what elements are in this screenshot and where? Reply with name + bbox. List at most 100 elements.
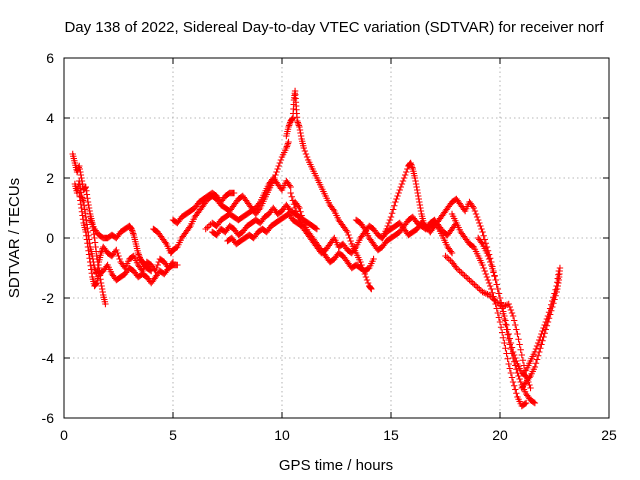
data-point: [543, 315, 551, 323]
data-point: [486, 258, 494, 266]
data-point: [290, 201, 298, 208]
data-point: [478, 225, 485, 233]
data-point: [473, 213, 481, 221]
series-arc-5: [150, 138, 292, 257]
data-point: [508, 309, 516, 317]
data-point: [479, 261, 486, 269]
data-point: [287, 189, 294, 197]
data-point: [537, 345, 544, 352]
data-point: [537, 333, 544, 341]
x-tick-label: 0: [60, 427, 68, 443]
y-tick-label: -4: [42, 350, 55, 366]
data-point: [490, 296, 498, 303]
data-point: [486, 282, 494, 290]
data-point: [506, 365, 514, 372]
data-point: [443, 254, 451, 261]
data-point: [517, 378, 524, 386]
data-point: [459, 270, 467, 278]
data-point: [545, 309, 553, 316]
data-point: [360, 224, 367, 231]
data-point: [312, 225, 319, 232]
data-point: [388, 210, 396, 217]
data-point: [472, 210, 480, 218]
data-point: [276, 159, 284, 167]
data-point: [513, 390, 520, 397]
data-point: [395, 189, 402, 197]
data-point: [533, 342, 541, 350]
data-point: [295, 203, 302, 210]
data-point: [548, 301, 555, 308]
data-point: [555, 267, 563, 275]
data-point: [502, 345, 509, 352]
data-point: [518, 351, 525, 359]
data-point: [509, 348, 517, 356]
data-point: [202, 225, 209, 233]
data-point: [297, 208, 304, 215]
data-point: [477, 222, 484, 230]
x-axis-label: GPS time / hours: [279, 457, 393, 474]
data-point: [475, 216, 482, 224]
data-point: [495, 314, 503, 321]
data-point: [526, 374, 533, 381]
x-tick-label: 5: [169, 427, 177, 443]
data-point: [504, 326, 511, 333]
data-point: [277, 156, 285, 164]
y-tick-label: 6: [46, 50, 54, 66]
data-point: [498, 303, 506, 311]
data-point: [503, 350, 510, 357]
data-point: [521, 372, 529, 379]
series-arc-3: [76, 189, 177, 290]
data-point: [113, 246, 120, 254]
data-point: [303, 153, 311, 161]
data-point: [501, 339, 508, 347]
data-point: [482, 270, 490, 278]
data-point: [481, 236, 488, 243]
data-point: [500, 334, 507, 341]
series-arc-18: [475, 234, 530, 380]
data-point: [551, 290, 558, 297]
data-point: [291, 204, 299, 212]
data-point: [496, 294, 504, 302]
data-point: [470, 204, 478, 212]
data-point: [510, 317, 518, 324]
data-point: [488, 285, 495, 293]
data-point: [533, 356, 541, 363]
data-point: [344, 228, 351, 236]
data-point: [400, 174, 408, 182]
data-point: [394, 192, 401, 200]
data-point: [502, 317, 509, 324]
x-tick-label: 15: [383, 427, 399, 443]
data-point: [464, 275, 472, 282]
data-point: [526, 381, 533, 389]
data-point: [397, 183, 405, 191]
data-point: [357, 258, 364, 266]
data-point: [485, 279, 493, 287]
data-point: [497, 299, 505, 306]
data-point: [442, 252, 449, 260]
data-point: [534, 339, 542, 347]
data-point: [493, 281, 500, 288]
data-point: [516, 341, 523, 348]
data-point: [556, 264, 564, 272]
series-arc-4: [86, 216, 155, 275]
data-point: [509, 378, 517, 386]
chart-title: Day 138 of 2022, Sidereal Day-to-day VTE…: [64, 19, 604, 36]
data-point: [505, 360, 512, 368]
data-point: [522, 399, 530, 407]
data-point: [154, 261, 161, 269]
data-point: [368, 285, 375, 293]
data-point: [384, 222, 391, 230]
data-point: [146, 267, 154, 274]
plot-frame: [63, 57, 610, 419]
y-tick-label: -6: [42, 410, 55, 426]
data-point: [116, 255, 123, 263]
data-point: [536, 336, 543, 344]
data-point: [445, 255, 452, 263]
data-point: [513, 357, 520, 365]
data-point: [552, 286, 559, 293]
data-point: [467, 278, 475, 285]
data-point: [295, 213, 302, 221]
data-point: [546, 305, 554, 312]
data-point: [540, 324, 547, 332]
